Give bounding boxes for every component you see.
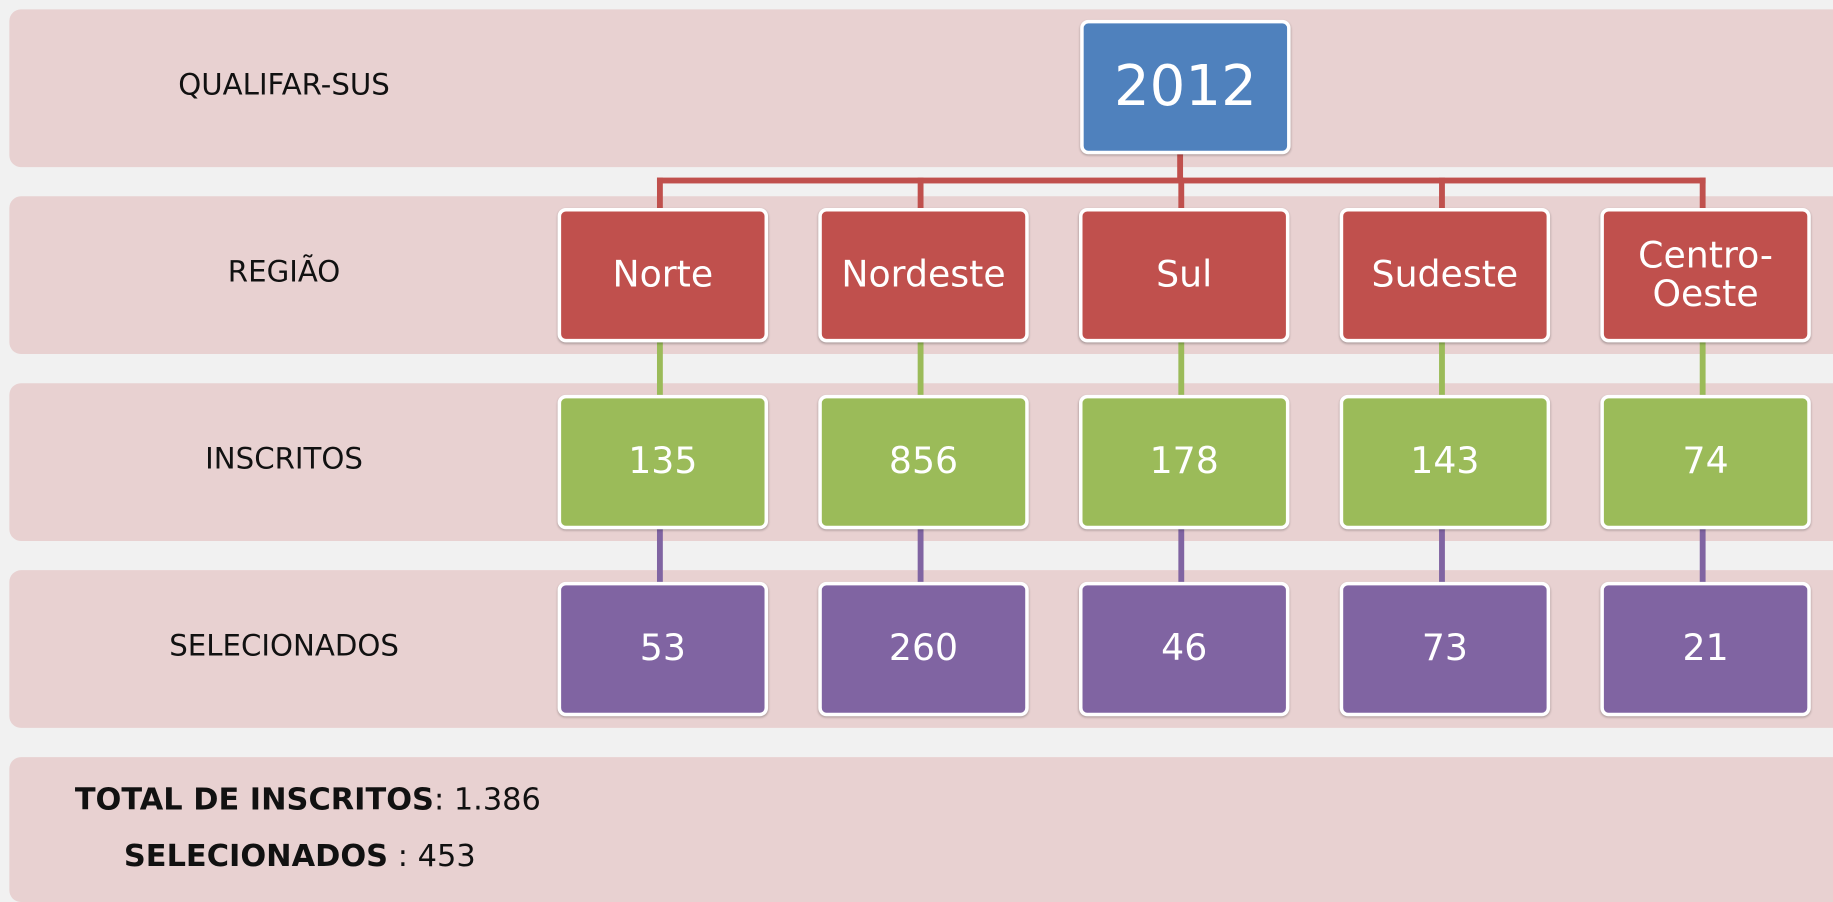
row-label: QUALIFAR-SUS — [178, 67, 390, 102]
inscritos-box: 143 — [1339, 394, 1551, 530]
year-box: 2012 — [1080, 19, 1291, 155]
region-box: Sul — [1078, 207, 1290, 343]
total-label: SELECIONADOS — [123, 838, 389, 874]
connector — [1438, 341, 1445, 398]
connector — [1438, 177, 1445, 211]
connector — [917, 177, 923, 211]
band — [9, 9, 1833, 168]
selecionados-box: 21 — [1600, 581, 1811, 717]
connector — [656, 528, 663, 585]
selecionados-box: 260 — [818, 581, 1029, 717]
total: SELECIONADOS : 453 — [124, 839, 476, 874]
total-label: TOTAL DE INSCRITOS — [74, 782, 434, 818]
total-value: : 453 — [388, 838, 476, 874]
connector — [917, 528, 923, 585]
connector — [1177, 177, 1184, 211]
row-label: SELECIONADOS — [169, 628, 399, 663]
region-box: Nordeste — [818, 207, 1029, 343]
band — [9, 757, 1833, 902]
selecionados-box: 53 — [557, 581, 769, 717]
connector — [656, 177, 663, 211]
selecionados-box: 73 — [1339, 581, 1551, 717]
inscritos-box: 74 — [1600, 394, 1811, 530]
row-label: INSCRITOS — [205, 441, 363, 476]
connector — [1177, 528, 1184, 585]
total-value: : 1.386 — [433, 782, 541, 818]
connector — [1699, 177, 1706, 211]
region-box: Centro-Oeste — [1600, 207, 1811, 343]
connector — [917, 341, 923, 398]
inscritos-box: 856 — [818, 394, 1029, 530]
connector — [1177, 341, 1184, 398]
connector — [1699, 528, 1706, 585]
connector — [656, 341, 663, 398]
connector — [1177, 154, 1184, 183]
selecionados-box: 46 — [1078, 581, 1290, 717]
total: TOTAL DE INSCRITOS: 1.386 — [75, 783, 541, 818]
row-label: REGIÃO — [227, 254, 341, 289]
inscritos-box: 178 — [1078, 394, 1290, 530]
connector — [1438, 528, 1445, 585]
connector — [1699, 341, 1706, 398]
region-box: Norte — [557, 207, 769, 343]
region-box: Sudeste — [1339, 207, 1551, 343]
inscritos-box: 135 — [557, 394, 769, 530]
